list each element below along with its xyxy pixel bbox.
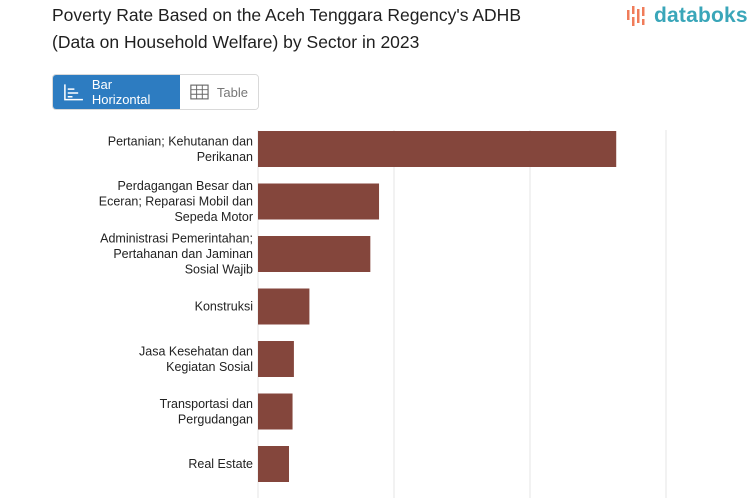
title-line-2: (Data on Household Welfare) by Sector in… xyxy=(52,32,420,52)
category-label-1-line-2: Sepeda Motor xyxy=(174,210,253,224)
bar-6[interactable] xyxy=(258,446,290,482)
bar-1[interactable] xyxy=(258,183,380,220)
category-label-1-line-0: Perdagangan Besar dan xyxy=(117,179,253,193)
tab-table-label: Table xyxy=(216,84,248,100)
category-label-4: Jasa Kesehatan dan Kegiatan Sosial xyxy=(139,344,253,374)
category-label-6-line-0: Real Estate xyxy=(188,457,253,471)
view-tabs: Bar Horizontal Table xyxy=(52,74,259,110)
logo-text: databoks xyxy=(654,4,748,27)
category-label-0: Pertanian; Kehutanan dan Perikanan xyxy=(108,134,253,164)
category-label-1: Perdagangan Besar dan Eceran; Reparasi Mo… xyxy=(99,179,253,224)
chart-title: Poverty Rate Based on the Aceh Tenggara … xyxy=(52,2,592,56)
category-label-2: Administrasi Pemerintahan; Pertahanan dan… xyxy=(100,232,253,277)
title-line-1: Poverty Rate Based on the Aceh Tenggara … xyxy=(52,5,521,25)
bar-horizontal-icon xyxy=(64,84,83,101)
category-label-3-line-0: Konstruksi xyxy=(195,300,253,314)
category-label-2-line-2: Sosial Wajib xyxy=(185,263,253,277)
category-label-2-line-0: Administrasi Pemerintahan; xyxy=(100,232,253,246)
category-label-4-line-1: Kegiatan Sosial xyxy=(166,360,253,374)
category-label-6: Real Estate xyxy=(188,457,253,471)
tab-table[interactable]: Table xyxy=(180,75,258,109)
category-label-3: Konstruksi xyxy=(195,300,253,314)
category-label-5: Transportasi dan Pergudangan xyxy=(160,397,253,427)
tab-bar-horizontal[interactable]: Bar Horizontal xyxy=(53,75,180,109)
category-label-1-line-1: Eceran; Reparasi Mobil dan xyxy=(99,195,253,209)
category-label-4-line-0: Jasa Kesehatan dan xyxy=(139,344,253,358)
bar-4[interactable] xyxy=(258,341,294,377)
table-icon xyxy=(190,84,209,100)
bar-3[interactable] xyxy=(258,288,310,325)
bar-2[interactable] xyxy=(258,236,371,272)
category-label-0-line-1: Perikanan xyxy=(197,150,253,164)
bar-chart: Pertanian; Kehutanan dan Perikanan Perdaga… xyxy=(99,130,667,498)
tab-bar-horizontal-label: Bar Horizontal xyxy=(91,77,151,107)
category-labels: Pertanian; Kehutanan dan Perikanan Perdaga… xyxy=(99,134,253,471)
category-label-0-line-0: Pertanian; Kehutanan dan xyxy=(108,134,253,148)
logo-bars-icon xyxy=(627,6,645,26)
gridlines xyxy=(257,130,667,498)
bars xyxy=(258,131,617,482)
databoks-logo[interactable]: databoks xyxy=(626,2,748,30)
bar-5[interactable] xyxy=(258,393,293,430)
category-label-5-line-0: Transportasi dan xyxy=(160,397,253,411)
category-label-5-line-1: Pergudangan xyxy=(178,412,253,426)
category-label-2-line-1: Pertahanan dan Jaminan xyxy=(113,247,253,261)
bar-0[interactable] xyxy=(258,131,617,167)
